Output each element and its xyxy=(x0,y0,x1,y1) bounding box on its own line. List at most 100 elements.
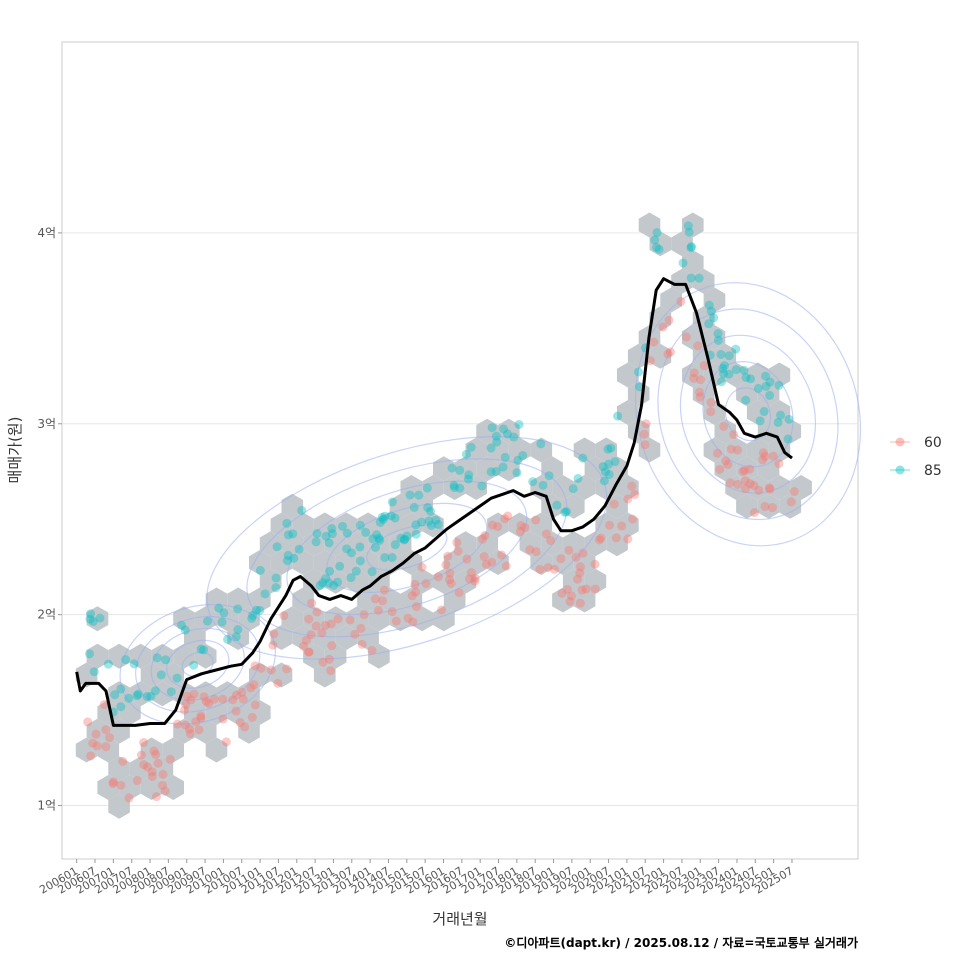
data-point xyxy=(150,686,160,696)
data-point xyxy=(426,506,436,516)
hex-bin xyxy=(476,456,498,482)
hex-bin xyxy=(411,493,433,519)
data-point xyxy=(552,500,562,510)
data-point xyxy=(149,746,159,756)
data-point xyxy=(610,457,620,467)
data-point xyxy=(761,381,771,391)
data-point xyxy=(514,419,524,429)
data-point xyxy=(729,430,739,440)
hex-bin xyxy=(746,475,769,500)
data-point xyxy=(304,614,314,624)
data-point xyxy=(411,587,421,597)
hex-bin xyxy=(346,606,369,632)
hex-bin xyxy=(682,325,704,350)
hex-bin xyxy=(270,512,293,538)
data-point xyxy=(480,531,490,541)
data-point xyxy=(269,629,279,639)
data-point xyxy=(351,566,361,576)
data-point xyxy=(143,762,153,772)
data-point xyxy=(493,522,503,532)
hex-bin xyxy=(617,362,639,388)
data-point xyxy=(525,545,535,555)
data-point xyxy=(233,604,243,614)
data-point xyxy=(776,410,786,420)
data-point xyxy=(370,542,380,552)
hex-bin xyxy=(86,643,109,669)
data-point xyxy=(651,242,661,252)
density-contour xyxy=(702,361,794,468)
data-point xyxy=(665,347,675,357)
hex-bin xyxy=(465,437,488,463)
data-point xyxy=(400,534,410,544)
legend-label-60: 60 xyxy=(924,435,942,451)
data-point xyxy=(573,473,583,483)
hex-bin xyxy=(573,475,596,500)
hex-bin xyxy=(303,568,325,594)
data-point xyxy=(509,432,519,442)
hex-bin xyxy=(303,606,325,632)
hex-bin xyxy=(194,606,217,632)
hex-bin xyxy=(259,568,282,594)
hex-bin xyxy=(638,212,661,238)
data-point xyxy=(380,552,390,562)
data-point xyxy=(491,467,501,477)
hex-bin xyxy=(562,531,585,557)
data-point xyxy=(444,575,454,585)
data-point xyxy=(196,713,206,723)
density-contour xyxy=(246,458,568,638)
hex-bin xyxy=(606,493,628,519)
data-point xyxy=(199,645,209,655)
data-point xyxy=(368,534,378,544)
hex-bin xyxy=(779,418,802,444)
data-point xyxy=(761,371,771,381)
data-point xyxy=(466,442,476,452)
data-point xyxy=(333,577,343,587)
data-point xyxy=(565,597,575,607)
hex-bin xyxy=(400,512,423,538)
data-point xyxy=(350,629,360,639)
hex-bin xyxy=(400,587,423,613)
data-point xyxy=(299,641,309,651)
hex-bin xyxy=(768,400,791,425)
data-point xyxy=(706,398,716,408)
data-point xyxy=(132,691,142,701)
data-point xyxy=(246,683,256,693)
density-contour xyxy=(206,436,608,660)
data-point xyxy=(575,598,585,608)
data-point xyxy=(361,527,371,537)
data-point xyxy=(89,667,99,677)
data-point xyxy=(377,596,387,606)
data-point xyxy=(218,714,228,724)
hex-bin xyxy=(692,268,715,294)
hex-bin xyxy=(768,362,791,388)
data-point xyxy=(235,718,245,728)
data-point xyxy=(116,702,126,712)
hex-bin xyxy=(400,550,423,575)
data-point xyxy=(142,692,152,702)
y-tick-label: 4억 xyxy=(37,226,56,240)
data-point xyxy=(342,528,352,538)
data-point xyxy=(422,483,432,493)
data-point xyxy=(426,520,436,530)
hex-bin xyxy=(357,625,379,650)
data-point xyxy=(716,349,726,359)
hex-bin xyxy=(573,437,596,463)
data-point xyxy=(617,521,627,531)
hex-bin xyxy=(617,512,639,538)
hex-bin xyxy=(205,587,228,613)
data-point xyxy=(606,443,616,453)
data-point xyxy=(194,725,204,735)
density-contour xyxy=(366,525,448,571)
data-point xyxy=(279,611,289,621)
data-point xyxy=(232,690,242,700)
data-point xyxy=(443,551,453,561)
data-point xyxy=(327,524,337,534)
data-point xyxy=(101,725,111,735)
hex-bin xyxy=(779,493,802,519)
hex-bin xyxy=(454,531,477,557)
data-point xyxy=(773,417,783,427)
data-point xyxy=(172,673,182,683)
data-point xyxy=(396,533,406,543)
data-point xyxy=(650,235,660,245)
data-point xyxy=(704,300,714,310)
